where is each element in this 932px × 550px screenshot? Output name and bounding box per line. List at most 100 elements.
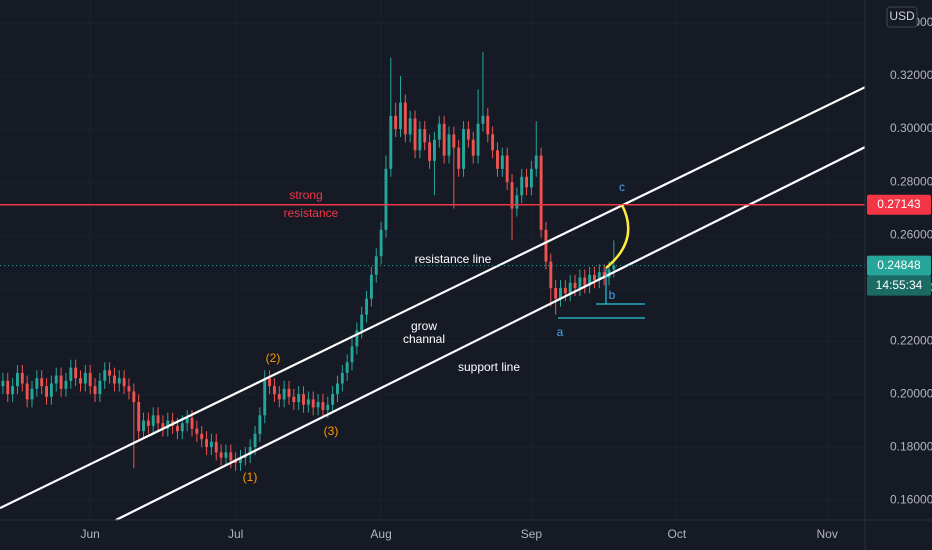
x-tick-label: Aug: [370, 527, 391, 541]
candle-body: [248, 447, 252, 456]
candle-body: [64, 380, 68, 389]
candle-body: [142, 420, 145, 432]
y-tick-label: 0.28000: [890, 174, 932, 188]
candle-body: [59, 375, 63, 389]
candle-body: [369, 274, 373, 299]
candle-body: [525, 176, 529, 188]
candle-body: [326, 404, 330, 411]
candle-body: [486, 115, 490, 135]
candle-body: [340, 372, 344, 384]
annotation: support line: [458, 360, 520, 374]
candle-body: [428, 142, 432, 161]
candle-body: [491, 134, 495, 151]
countdown-tag: [867, 275, 931, 296]
candle-body: [413, 118, 417, 151]
candle-body: [529, 168, 533, 188]
candle-body: [350, 346, 354, 363]
candle-body: [234, 460, 238, 464]
candle-body: [151, 415, 155, 426]
candle-body: [122, 378, 126, 387]
candle-body: [137, 402, 141, 432]
x-tick-label: Oct: [668, 527, 687, 541]
candle-body: [563, 288, 567, 294]
candle-body: [466, 129, 470, 140]
candle-body: [316, 402, 320, 408]
candle-body: [384, 168, 388, 230]
candle-body: [452, 134, 456, 148]
candle-body: [112, 375, 116, 384]
channel-line: [0, 86, 866, 510]
candle-body: [146, 420, 150, 426]
candle-body: [403, 102, 407, 135]
candle-body: [40, 378, 44, 387]
currency-box[interactable]: [886, 6, 918, 28]
candle-body: [214, 441, 218, 453]
candle-body: [195, 428, 199, 434]
annotation: grow: [411, 319, 437, 333]
candle-body: [16, 372, 19, 387]
annotation: channal: [403, 332, 445, 346]
x-tick-label: Nov: [817, 527, 838, 541]
candle-body: [573, 282, 577, 289]
price-tag: [867, 255, 931, 276]
candle-body: [45, 386, 49, 397]
candle-body: [345, 362, 349, 373]
candle-body: [476, 123, 480, 156]
candle-body: [292, 396, 296, 403]
price-tag: [867, 194, 931, 215]
candle-body: [355, 330, 359, 347]
x-tick-label: Jul: [228, 527, 243, 541]
candle-body: [6, 380, 10, 395]
y-tick-label: 0.22000: [890, 333, 932, 347]
candle-body: [389, 115, 393, 169]
candle-body: [272, 386, 276, 395]
y-tick-label: 0.18000: [890, 439, 932, 453]
x-tick-label: Jun: [81, 527, 100, 541]
candle-body: [88, 372, 92, 387]
candle-body: [423, 129, 427, 143]
candle-body: [515, 195, 519, 209]
annotation: (2): [266, 351, 281, 365]
y-tick-label: 0.26000: [890, 227, 932, 241]
candle-body: [568, 282, 572, 294]
candle-body: [306, 399, 310, 405]
candle-body: [93, 386, 97, 395]
candle-body: [287, 388, 291, 397]
candle-body: [161, 423, 165, 429]
candle-body: [500, 155, 504, 169]
annotation: c: [619, 180, 625, 194]
annotation: resistance line: [415, 252, 492, 266]
candle-body: [83, 372, 87, 384]
candle-body: [117, 378, 121, 384]
price-tag-label: 0.27143: [877, 197, 921, 211]
candle-body: [612, 265, 616, 270]
candle-body: [481, 115, 485, 124]
candle-body: [108, 370, 112, 376]
candle-body: [302, 394, 305, 405]
candle-body: [209, 441, 213, 448]
candle-body: [365, 298, 369, 315]
candle-body: [597, 272, 601, 281]
annotation: resistance: [284, 206, 339, 220]
annotation: a: [557, 325, 564, 339]
candle-body: [505, 155, 509, 183]
candle-body: [360, 314, 364, 331]
candle-body: [79, 378, 82, 384]
candle-body: [156, 415, 160, 424]
candle-body: [35, 378, 39, 389]
candle-body: [20, 372, 24, 384]
annotation: (3): [324, 424, 339, 438]
candle-body: [583, 277, 587, 286]
candle-body: [30, 388, 34, 400]
candle-body: [534, 155, 538, 169]
candle-body: [282, 388, 286, 400]
candle-body: [336, 383, 339, 395]
y-tick-label: 0.32000: [890, 68, 932, 82]
candle-body: [544, 229, 548, 262]
y-tick-label: 0.20000: [890, 386, 932, 400]
candle-body: [54, 375, 58, 384]
candle-body: [432, 139, 436, 161]
y-tick-label: 0.16000: [890, 492, 932, 506]
